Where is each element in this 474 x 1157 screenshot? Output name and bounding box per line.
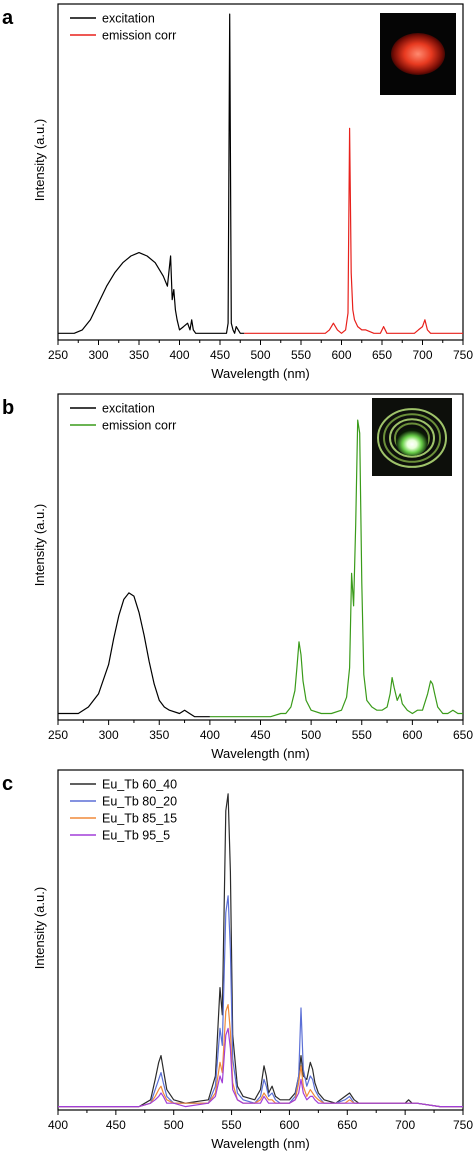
x-tick-label: 750 xyxy=(453,348,473,362)
x-tick-label: 300 xyxy=(99,728,119,742)
vial-ring-icon xyxy=(383,413,441,463)
y-axis-label: Intensity (a.u.) xyxy=(32,504,47,586)
legend-entry: Eu_Tb 85_15 xyxy=(102,812,177,826)
x-axis-label: Wavelength (nm) xyxy=(211,1136,310,1151)
legend-entry: Eu_Tb 95_5 xyxy=(102,829,170,843)
x-tick-label: 500 xyxy=(164,1118,184,1132)
x-axis-label: Wavelength (nm) xyxy=(211,746,310,761)
panel-letter: b xyxy=(2,397,14,419)
y-axis-label: Intensity (a.u.) xyxy=(32,119,47,201)
x-tick-label: 400 xyxy=(200,728,220,742)
series-line-eu-tb-95-5 xyxy=(58,1027,463,1108)
x-tick-label: 550 xyxy=(222,1118,242,1132)
chart-panel-a: a 250 300 350 400 450 500 550 600 650 700 750 Wavele… xyxy=(2,3,473,381)
legend-entry: Eu_Tb 80_20 xyxy=(102,795,177,809)
x-tick-label: 400 xyxy=(169,348,189,362)
x-tick-label: 650 xyxy=(453,728,473,742)
legend-entry: emission corr xyxy=(102,29,176,43)
x-tick-label: 450 xyxy=(106,1118,126,1132)
legend-entry: emission corr xyxy=(102,419,176,433)
panel-letter: a xyxy=(2,7,14,29)
vial-ring-icon xyxy=(377,408,447,468)
x-tick-label: 750 xyxy=(453,1118,473,1132)
x-tick-label: 650 xyxy=(337,1118,357,1132)
x-tick-label: 450 xyxy=(250,728,270,742)
series-line-emission-corr xyxy=(244,127,463,334)
x-tick-label: 450 xyxy=(210,348,230,362)
x-tick-label: 600 xyxy=(331,348,351,362)
chart-panel-c: c 400 450 500 550 600 650 700 750 Wavelength (nm)… xyxy=(2,769,473,1151)
red-glow-icon xyxy=(391,33,445,75)
series-line-emission-corr xyxy=(209,419,463,718)
x-tick-label: 350 xyxy=(129,348,149,362)
panel-letter: c xyxy=(2,773,13,795)
x-tick-label: 700 xyxy=(412,348,432,362)
x-tick-label: 250 xyxy=(48,348,68,362)
series-line-excitation xyxy=(58,592,210,718)
y-axis-label: Intensity (a.u.) xyxy=(32,887,47,969)
x-tick-label: 500 xyxy=(301,728,321,742)
x-tick-label: 350 xyxy=(149,728,169,742)
x-tick-label: 600 xyxy=(279,1118,299,1132)
series-line-eu-tb-85-15 xyxy=(58,1003,463,1108)
green-glow-icon xyxy=(396,428,428,456)
legend-entry: excitation xyxy=(102,402,155,416)
legend-entry: excitation xyxy=(102,12,155,26)
x-tick-label: 500 xyxy=(250,348,270,362)
chart-panel-b: b 250 300 350 400 450 500 550 600 650 Wavelength (… xyxy=(2,393,473,761)
x-tick-label: 700 xyxy=(395,1118,415,1132)
x-tick-label: 300 xyxy=(88,348,108,362)
x-tick-label: 250 xyxy=(48,728,68,742)
series-line-eu-tb-80-20 xyxy=(58,895,463,1108)
series-line-excitation xyxy=(58,13,245,334)
x-tick-label: 550 xyxy=(291,348,311,362)
x-tick-label: 550 xyxy=(352,728,372,742)
x-tick-label: 400 xyxy=(48,1118,68,1132)
x-tick-label: 650 xyxy=(372,348,392,362)
vial-ring-icon xyxy=(389,418,435,458)
x-axis-label: Wavelength (nm) xyxy=(211,366,310,381)
x-tick-label: 600 xyxy=(402,728,422,742)
legend-entry: Eu_Tb 60_40 xyxy=(102,778,177,792)
